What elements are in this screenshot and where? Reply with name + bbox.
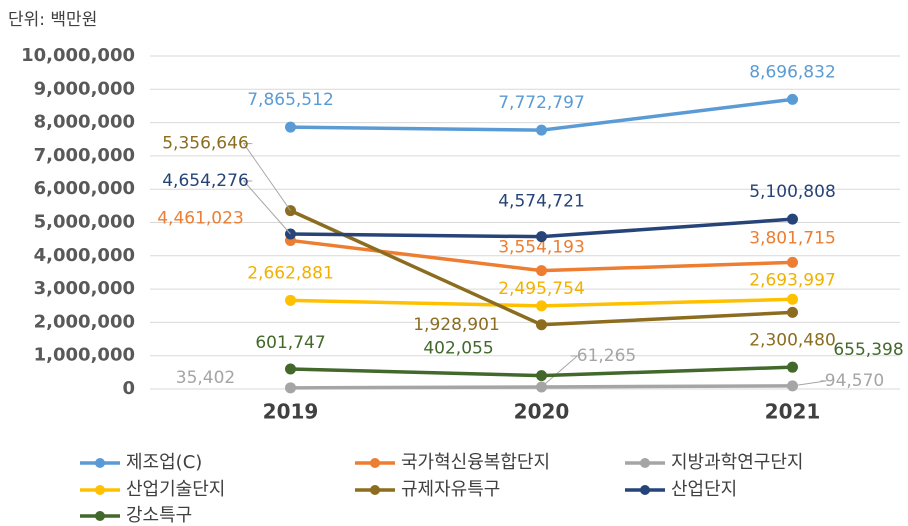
y-tick-label: 2,000,000 (34, 311, 135, 332)
data-label: 2,300,480 (749, 330, 836, 350)
legend-marker (640, 458, 650, 468)
data-label: 402,055 (423, 339, 493, 359)
leader-line (792, 380, 827, 387)
data-point (536, 265, 547, 277)
data-label: 4,574,721 (498, 192, 585, 212)
y-tick-label: 5,000,000 (34, 212, 135, 233)
data-label: 4,654,276 (162, 171, 249, 191)
data-point (536, 124, 547, 136)
y-tick-label: 3,000,000 (34, 278, 135, 299)
y-tick-label: 7,000,000 (34, 145, 135, 166)
data-label: 2,693,997 (749, 270, 836, 290)
legend-label: 국가혁신융복합단지 (401, 452, 550, 473)
data-point (536, 300, 547, 312)
legend-marker (370, 458, 380, 468)
data-label: 7,772,797 (498, 93, 585, 113)
y-tick-label: 6,000,000 (34, 178, 135, 199)
data-point (787, 256, 798, 268)
data-label: 3,801,715 (749, 228, 836, 248)
data-point (285, 294, 296, 306)
data-label: 601,747 (255, 333, 325, 353)
data-label: 7,865,512 (247, 90, 334, 110)
data-point (787, 306, 798, 318)
y-tick-label: 1,000,000 (34, 345, 135, 366)
x-tick-label: 2019 (263, 400, 319, 424)
y-tick-label: 4,000,000 (34, 245, 135, 266)
data-label: 61,265 (577, 346, 636, 366)
leader-line (242, 180, 291, 235)
leader-line (242, 143, 291, 211)
data-point (536, 319, 547, 331)
unit-annotation: 단위: 백만원 (8, 10, 97, 30)
data-label: 2,495,754 (498, 279, 585, 299)
legend-label: 산업단지 (671, 479, 737, 500)
y-tick-label: 8,000,000 (34, 112, 135, 133)
legend-label: 규제자유특구 (401, 479, 500, 500)
legend-marker (95, 458, 105, 468)
legend-marker (370, 485, 380, 495)
legend-label: 지방과학연구단지 (671, 452, 803, 473)
data-point (285, 382, 296, 394)
data-label: 35,402 (176, 368, 235, 388)
x-tick-label: 2020 (514, 400, 570, 424)
legend-marker (95, 485, 105, 495)
data-point (285, 363, 296, 375)
y-tick-label: 9,000,000 (34, 78, 135, 99)
data-point (787, 213, 798, 225)
x-tick-label: 2021 (765, 400, 821, 424)
legend-marker (95, 511, 105, 521)
data-label: 655,398 (833, 340, 903, 360)
legend-marker (640, 485, 650, 495)
leader-line (541, 355, 579, 388)
data-label: 5,100,808 (749, 182, 836, 202)
data-label: 8,696,832 (749, 62, 836, 82)
legend-label: 제조업(C) (126, 452, 202, 473)
data-point (787, 293, 798, 305)
data-point (787, 93, 798, 105)
data-label: 2,662,881 (247, 263, 334, 283)
data-point (536, 231, 547, 243)
legend-label: 강소특구 (126, 505, 192, 526)
data-point (787, 361, 798, 373)
data-point (536, 370, 547, 382)
data-label: 4,461,023 (157, 208, 244, 228)
y-tick-label: 10,000,000 (21, 45, 135, 66)
y-tick-label: 0 (122, 378, 135, 399)
data-label: 1,928,901 (413, 315, 500, 335)
data-label: 94,570 (825, 371, 884, 391)
data-label: 3,554,193 (498, 238, 585, 258)
data-point (285, 121, 296, 133)
data-label: 5,356,646 (162, 134, 249, 154)
legend-label: 산업기술단지 (126, 479, 225, 500)
